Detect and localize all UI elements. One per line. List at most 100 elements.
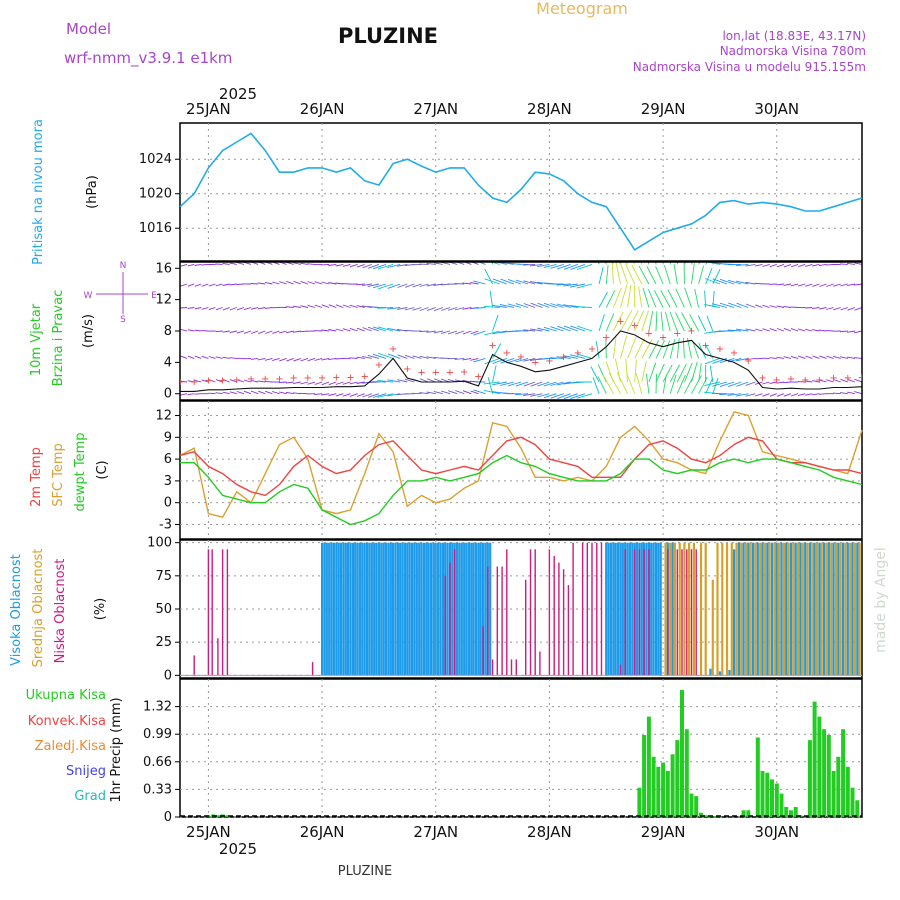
wind-arrow: [397, 307, 408, 310]
cloud-legend-mid: Srednja Oblacnost: [31, 549, 46, 668]
wind-arrow: [472, 307, 486, 309]
wind-arrow: [507, 303, 522, 308]
precip-bar: [784, 807, 789, 817]
wind-arrow: [314, 281, 323, 285]
wind-arrow: [426, 307, 436, 312]
gust-marker: +: [616, 317, 624, 328]
model-name: wrf-nmm_v3.9.1 e1km: [64, 49, 232, 68]
low-cloud-bar: [193, 655, 195, 676]
high-cloud-bar: [607, 542, 610, 676]
mid-cloud-bar: [759, 542, 762, 676]
precip-bar: [651, 756, 656, 817]
gust-marker: +: [375, 360, 383, 371]
pressure-frame: [179, 122, 863, 262]
wind-arrow: [805, 283, 813, 287]
wind-arrow: [605, 264, 609, 285]
low-cloud-bar: [482, 626, 484, 676]
high-cloud-bar: [652, 542, 655, 676]
wind-arrow: [818, 393, 827, 395]
gust-marker: +: [446, 368, 454, 379]
wind-arrow: [634, 359, 637, 383]
wind-arrow: [258, 330, 266, 335]
precip-bar: [855, 800, 860, 817]
low-cloud-bar: [567, 585, 570, 676]
wind-arrow: [727, 393, 742, 396]
date-label-bottom: 27JAN: [413, 823, 458, 841]
wind-arrow: [377, 379, 394, 383]
mid-cloud-bar: [787, 542, 790, 676]
high-cloud-bar: [337, 542, 340, 676]
wind-arrow: [805, 263, 813, 267]
wind-arrow: [215, 392, 223, 395]
high-cloud-bar: [635, 542, 639, 676]
low-cloud-bar: [586, 542, 588, 676]
wind-arrow: [222, 330, 230, 333]
wind-arrow: [697, 315, 707, 332]
wind-arrow: [473, 357, 486, 363]
wind-arrow: [727, 329, 742, 332]
high-cloud-bar: [406, 542, 409, 676]
wind-arrow: [638, 286, 643, 308]
wind-arrow: [812, 283, 820, 287]
wind-arrow: [404, 354, 415, 359]
low-cloud-bar: [553, 555, 555, 676]
low-cloud-bar: [454, 549, 456, 676]
precip-bar: [765, 772, 770, 817]
wind-arrow: [208, 307, 216, 311]
wind-arrow: [362, 393, 372, 398]
wind-arrow: [818, 329, 827, 332]
wind-arrow: [293, 381, 301, 385]
wind-arrow: [620, 310, 633, 332]
wind-arrow: [776, 328, 785, 332]
wind-arrow: [847, 283, 855, 287]
wind-arrow: [300, 330, 308, 333]
high-cloud-bar: [617, 542, 620, 676]
mid-cloud-bar: [744, 542, 748, 676]
wind-arrow: [180, 357, 181, 359]
wind-arrow: [762, 304, 770, 308]
y-tick-label: 1016: [139, 221, 172, 236]
high-cloud-bar: [482, 542, 485, 676]
wind-arrow: [387, 327, 401, 332]
wind-arrow: [840, 307, 848, 311]
wind-arrow: [250, 357, 259, 360]
gust-marker: +: [218, 376, 226, 387]
high-cloud-bar: [373, 542, 376, 676]
low-cloud-bar: [558, 562, 560, 676]
wind-arrow: [634, 310, 645, 332]
wind-arrow: [356, 327, 365, 332]
wind-arrow: [557, 325, 571, 332]
wind-arrow: [250, 282, 259, 285]
wind-arrow: [492, 357, 507, 364]
wind-arrow: [646, 266, 657, 285]
wind-arrow: [187, 393, 195, 396]
gust-marker: +: [559, 352, 567, 363]
y-tick-label: 75: [155, 569, 172, 584]
wind-arrow: [812, 307, 820, 310]
wind-arrow: [648, 340, 659, 359]
wind-arrow: [833, 307, 841, 311]
credit-watermark: made by Angel: [873, 547, 889, 653]
high-cloud-bar: [619, 542, 622, 676]
high-cloud-bar: [626, 542, 629, 676]
mid-cloud-bar: [763, 542, 766, 676]
wind-arrow: [215, 379, 223, 383]
low-cloud-bar: [311, 662, 314, 676]
wind-arrow: [576, 353, 593, 359]
wind-arrow: [769, 393, 777, 397]
wind-arrow: [293, 392, 301, 395]
wind-arrow: [825, 263, 834, 266]
high-cloud-bar: [794, 542, 797, 676]
high-cloud-bar: [354, 542, 357, 676]
wind-arrow: [342, 381, 351, 385]
precip-bar: [770, 779, 774, 817]
wind-arrow: [576, 306, 593, 308]
gust-marker: +: [275, 374, 283, 385]
wind-arrow: [362, 327, 372, 332]
wind-arrow: [624, 263, 636, 285]
wind-arrow: [258, 390, 266, 395]
pressure-y-ticks: 1016 1020 1024: [139, 152, 180, 236]
y-tick-label: 0: [164, 496, 172, 511]
wind-arrow: [293, 280, 301, 285]
wind-arrow: [619, 262, 629, 285]
